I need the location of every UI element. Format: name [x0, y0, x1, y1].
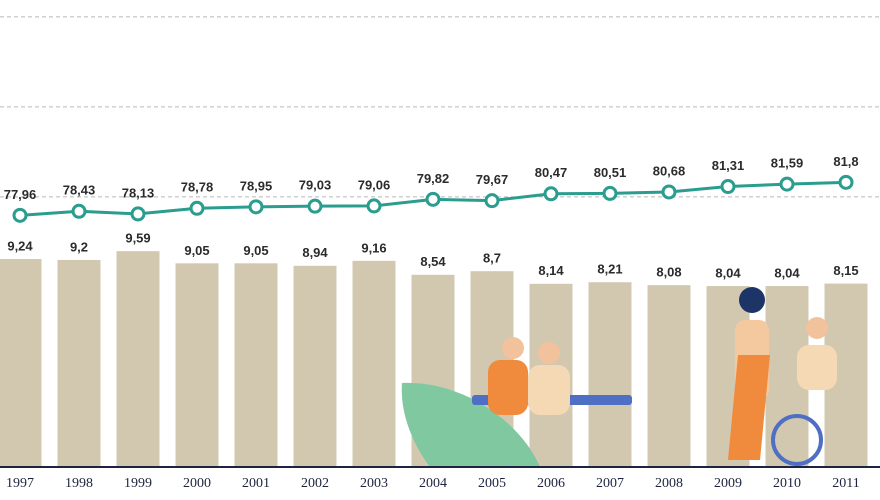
head — [739, 287, 765, 313]
line-value-label: 78,95 — [240, 178, 273, 193]
leaf — [401, 382, 540, 467]
line-marker — [661, 184, 677, 200]
bar — [352, 260, 396, 467]
bar-value-label: 8,04 — [715, 265, 741, 280]
x-tick-label: 2001 — [242, 476, 270, 491]
x-tick-label: 2006 — [537, 476, 565, 491]
bar — [588, 282, 632, 467]
x-tick-label: 1997 — [6, 476, 34, 491]
x-tick-label: 2008 — [655, 476, 683, 491]
labels: 1997 1998 1999 2000 2001 2002 2003 2004 2005 2006… — [4, 154, 860, 491]
bar-value-label: 9,05 — [184, 243, 209, 258]
person — [488, 360, 528, 415]
x-tick-label: 2000 — [183, 476, 211, 491]
line-marker — [248, 199, 264, 215]
x-tick-label: 1998 — [65, 476, 93, 491]
line-marker — [71, 203, 87, 219]
bar — [0, 259, 42, 467]
bar-value-label: 8,15 — [833, 263, 858, 278]
bar-value-label: 9,24 — [7, 238, 33, 253]
line-value-label: 80,51 — [594, 165, 627, 180]
x-tick-label: 2003 — [360, 476, 388, 491]
bar — [116, 251, 160, 467]
bar-value-label: 8,04 — [774, 265, 800, 280]
line-series — [12, 174, 854, 223]
bar-value-label: 8,21 — [597, 262, 622, 277]
line-marker — [543, 186, 559, 202]
line-marker — [366, 198, 382, 214]
illustration — [401, 287, 837, 467]
line-value-label: 78,43 — [63, 183, 96, 198]
bar — [647, 285, 691, 467]
person — [728, 355, 770, 460]
bar — [234, 263, 278, 467]
bar-value-label: 9,05 — [243, 243, 268, 258]
line-value-label: 79,82 — [417, 171, 450, 186]
line-marker — [425, 191, 441, 207]
line-value-label: 80,47 — [535, 165, 568, 180]
line-value-label: 81,8 — [833, 154, 858, 169]
x-tick-label: 1999 — [124, 476, 152, 491]
wheel — [771, 414, 823, 466]
line-marker — [838, 174, 854, 190]
bar-value-label: 8,14 — [538, 263, 564, 278]
line-value-label: 79,03 — [299, 178, 332, 193]
bar-value-label: 8,7 — [483, 251, 501, 266]
line-value-label: 81,31 — [712, 158, 745, 173]
bar-value-label: 8,94 — [302, 245, 328, 260]
bar — [175, 263, 219, 467]
x-tick-label: 2009 — [714, 476, 742, 491]
bar-value-label: 9,2 — [70, 239, 88, 254]
line-marker — [484, 193, 500, 209]
person — [797, 345, 837, 390]
line-value-label: 80,68 — [653, 163, 686, 178]
line-marker — [602, 185, 618, 201]
bar — [57, 259, 101, 467]
x-tick-label: 2011 — [832, 476, 859, 491]
line-value-label: 78,13 — [122, 185, 155, 200]
line-marker — [307, 198, 323, 214]
bar-value-label: 8,54 — [420, 254, 446, 269]
bar-value-label: 9,16 — [361, 240, 386, 255]
line-marker — [720, 179, 736, 195]
line-value-label: 79,67 — [476, 172, 509, 187]
bar — [293, 265, 337, 467]
head — [538, 342, 560, 364]
line-value-label: 79,06 — [358, 177, 391, 192]
head — [806, 317, 828, 339]
x-tick-label: 2002 — [301, 476, 329, 491]
bar-value-label: 8,08 — [656, 265, 681, 280]
person — [528, 365, 570, 415]
x-tick-label: 2007 — [596, 476, 624, 491]
line-marker — [12, 207, 28, 223]
line-marker — [779, 176, 795, 192]
line-marker — [189, 200, 205, 216]
line-value-label: 77,96 — [4, 187, 37, 202]
line-value-label: 78,78 — [181, 180, 214, 195]
bar-value-label: 9,59 — [125, 231, 150, 246]
x-tick-label: 2004 — [419, 476, 447, 491]
head — [502, 337, 524, 359]
x-tick-label: 2010 — [773, 476, 801, 491]
line-marker — [130, 206, 146, 222]
x-tick-label: 2005 — [478, 476, 506, 491]
line-value-label: 81,59 — [771, 156, 804, 171]
